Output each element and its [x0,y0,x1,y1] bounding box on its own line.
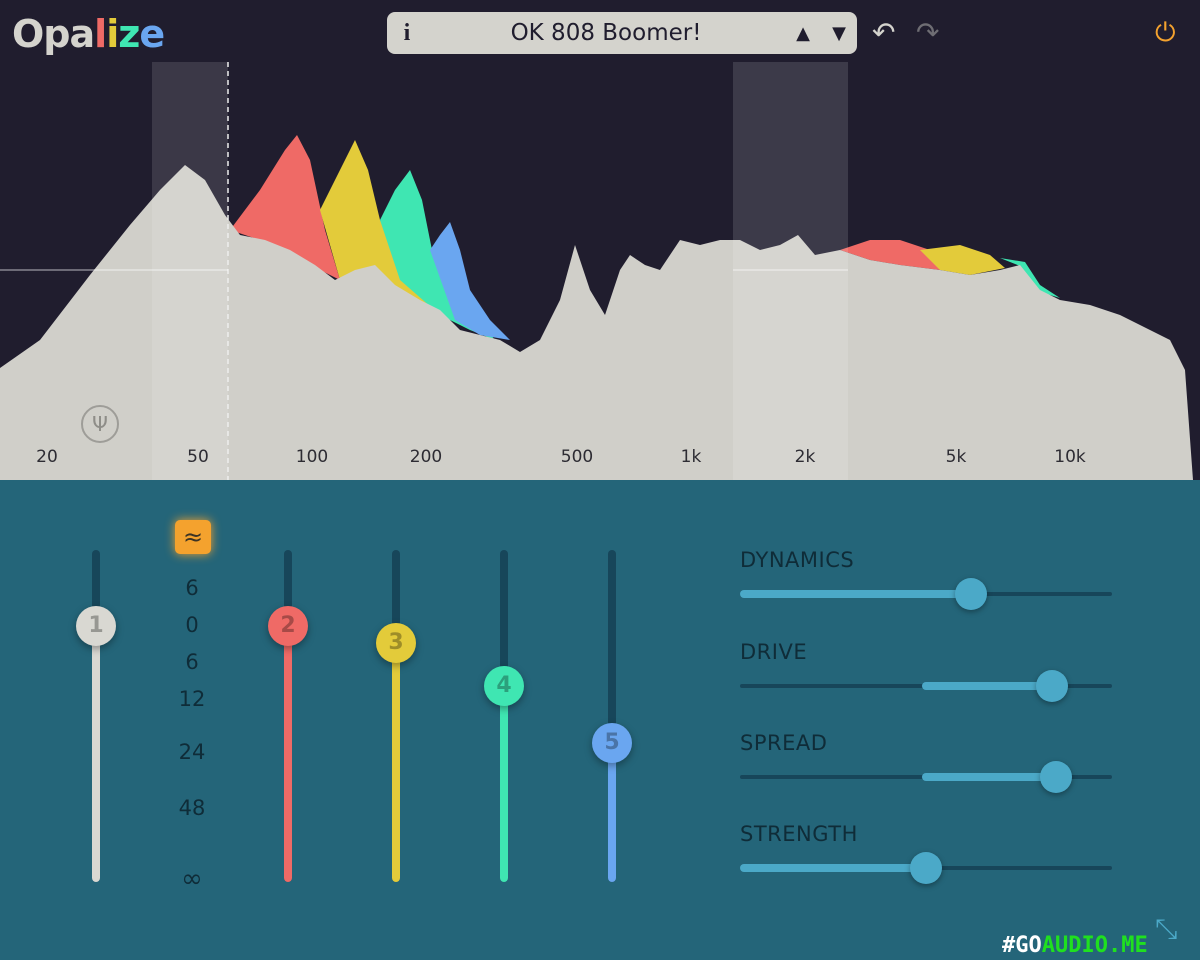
preset-info-button[interactable]: i [403,19,411,46]
scale-label: 12 [178,687,206,711]
fader-fill [284,626,292,882]
slider-fill [740,590,971,598]
fader-knob-5[interactable]: 5 [592,722,632,763]
spectrum-envelope [0,165,1193,480]
band-5-spectrum [430,222,510,340]
drive-slider[interactable] [740,670,1112,702]
scale-label: 0 [185,613,199,637]
band-fader-5[interactable]: 5 [592,550,632,882]
freq-label: 2k [794,447,816,467]
slider-knob[interactable] [954,578,987,610]
app-logo: Opalize [12,12,165,56]
control-label: DYNAMICS [740,548,855,572]
freq-label: 500 [560,447,594,467]
band-fader-2[interactable]: 2 [268,550,308,882]
band-fader-3[interactable]: 3 [376,550,416,882]
band-highlight-low[interactable] [152,62,228,480]
spectrum-panel: Opalize i OK 808 Boomer! ▲ ▼ ↶ ↷ ⏻ Ψ 20 … [0,0,1200,480]
redo-icon[interactable]: ↷ [916,16,940,49]
band-2-spectrum [230,135,340,280]
slider-knob[interactable] [1036,670,1069,702]
scale-label: 48 [178,796,206,820]
power-icon[interactable]: ⏻ [1155,18,1176,48]
fader-knob-1[interactable]: 1 [76,606,116,647]
fader-knob-2[interactable]: 2 [268,606,308,647]
freq-label: 200 [409,447,443,467]
band-fader-4[interactable]: 4 [484,550,524,882]
control-label: SPREAD [740,731,828,755]
freq-label: 100 [295,447,329,467]
high-band-spectrum-3 [920,245,1005,275]
scale-label: 24 [178,740,206,764]
fader-fill [392,642,400,882]
scale-label: ∞ [181,864,203,894]
resize-icon[interactable]: ⤡ [1155,912,1178,945]
band-fader-1[interactable]: 1 [76,550,116,882]
fader-fill [500,686,508,882]
freq-label: 50 [187,447,209,467]
scale-label: 6 [185,650,199,674]
fader-knob-3[interactable]: 3 [376,622,416,663]
watermark: #GOAUDIO.ME [1002,933,1148,958]
spectrum-display[interactable] [0,0,1200,480]
control-label: STRENGTH [740,822,858,846]
slider-fill [922,773,1057,781]
preset-selector[interactable]: i OK 808 Boomer! ▲ ▼ [387,12,857,54]
band-4-spectrum [380,170,495,340]
slider-fill [922,682,1053,690]
freq-label: 10k [1054,447,1086,467]
approx-wave-icon[interactable]: ≈ [175,520,211,554]
control-label: DRIVE [740,640,808,664]
undo-icon[interactable]: ↶ [872,16,896,49]
freq-label: 1k [680,447,702,467]
spread-slider[interactable] [740,761,1112,793]
preset-prev-icon[interactable]: ▲ [796,22,810,44]
fader-fill [92,626,100,882]
fader-knob-4[interactable]: 4 [484,666,524,707]
slider-knob[interactable] [1040,761,1073,793]
tuning-fork-icon[interactable]: Ψ [81,405,119,443]
high-band-spectrum [840,240,940,270]
slider-knob[interactable] [910,852,942,884]
fader-fill [608,742,616,882]
preset-name[interactable]: OK 808 Boomer! [510,20,702,46]
freq-label: 5k [945,447,967,467]
slider-fill [740,864,926,872]
freq-label: 20 [36,447,58,467]
scale-label: 6 [185,576,199,600]
band-highlight-mid[interactable] [733,62,848,480]
preset-next-icon[interactable]: ▼ [832,22,846,44]
strength-slider[interactable] [740,852,1112,884]
dynamics-slider[interactable] [740,578,1112,610]
